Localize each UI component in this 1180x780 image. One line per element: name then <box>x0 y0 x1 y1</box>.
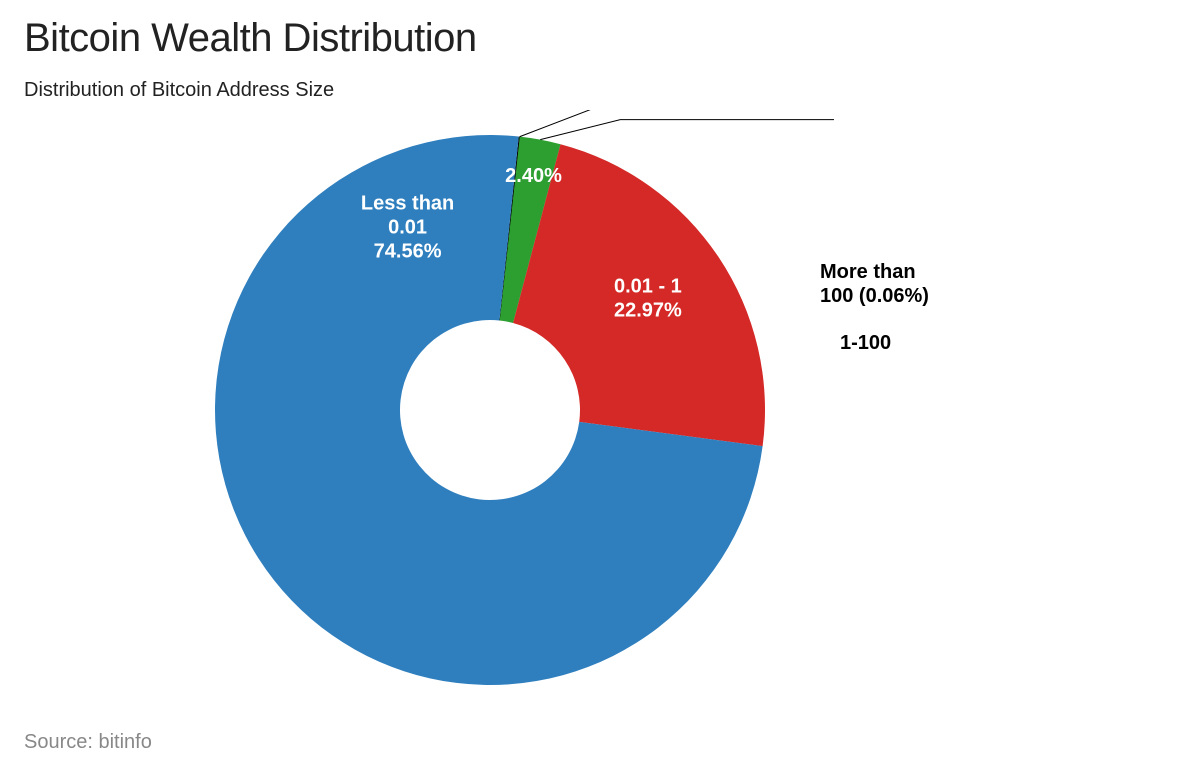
leader-1-to-100 <box>540 120 834 140</box>
donut-chart: More than100 (0.06%)1-1002.40%0.01 - 122… <box>0 110 1180 720</box>
slice-pct-1-to-100: 2.40% <box>505 165 562 187</box>
source-text: Source: bitinfo <box>24 731 152 754</box>
page-title: Bitcoin Wealth Distribution <box>24 16 1156 61</box>
slice-ext-label-1-to-100: 1-100 <box>840 332 891 354</box>
chart-container: Bitcoin Wealth Distribution Distribution… <box>0 0 1180 780</box>
chart-subtitle: Distribution of Bitcoin Address Size <box>24 79 1156 102</box>
leader-more-than-100 <box>520 110 820 137</box>
slice-ext-label-more-than-100: More than100 (0.06%) <box>820 261 929 307</box>
